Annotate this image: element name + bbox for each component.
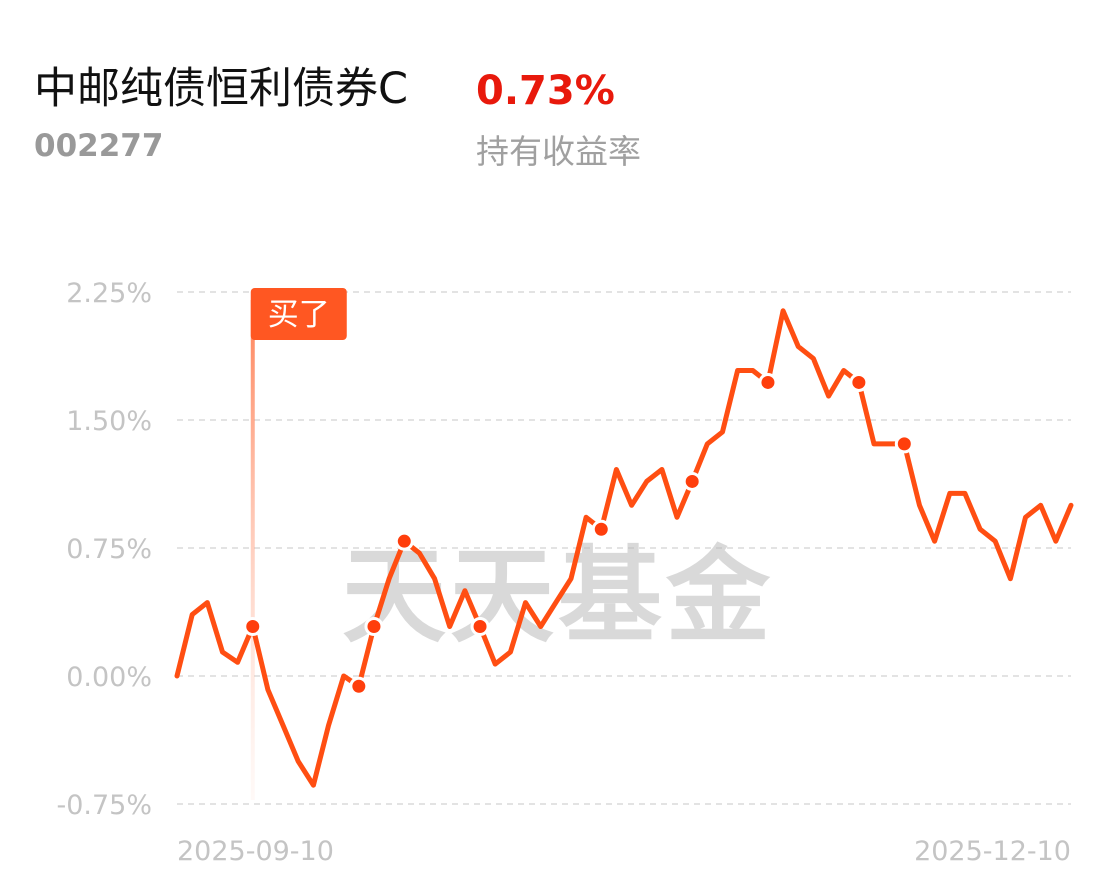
series-line	[174, 308, 1074, 788]
data-point-marker	[682, 471, 702, 491]
buy-marker-label: 买了	[268, 297, 330, 333]
data-point-marker	[394, 531, 414, 551]
return-label: 持有收益率	[476, 132, 641, 171]
data-point-marker	[470, 617, 490, 637]
y-tick-label: -0.75%	[56, 790, 152, 821]
y-tick-label: 1.50%	[66, 406, 152, 437]
y-tick-label: 0.00%	[66, 662, 152, 693]
y-tick-label: 0.75%	[66, 534, 152, 565]
x-axis: 2025-09-10 2025-12-10	[177, 836, 1071, 867]
data-point-marker	[758, 372, 778, 392]
y-axis: 2.25% 1.50% 0.75% 0.00% -0.75%	[56, 278, 152, 821]
buy-marker-line	[250, 300, 255, 800]
y-tick-label: 2.25%	[66, 278, 152, 309]
data-point-marker	[591, 519, 611, 539]
return-value: 0.73%	[476, 68, 615, 114]
buy-marker-badge	[250, 288, 347, 340]
watermark-text: 天天基金	[342, 535, 774, 657]
data-point-marker	[349, 676, 369, 696]
x-tick-label: 2025-09-10	[177, 836, 334, 867]
fund-code: 002277	[34, 128, 164, 164]
fund-name: 中邮纯债恒利债券C	[34, 64, 409, 114]
line-series	[174, 308, 1074, 788]
data-point-marker	[364, 617, 384, 637]
data-point-marker	[894, 434, 914, 454]
x-tick-label: 2025-12-10	[914, 836, 1071, 867]
data-point-marker	[849, 372, 869, 392]
point-markers	[243, 372, 914, 696]
buy-marker: 买了	[250, 288, 347, 800]
data-point-marker	[243, 617, 263, 637]
